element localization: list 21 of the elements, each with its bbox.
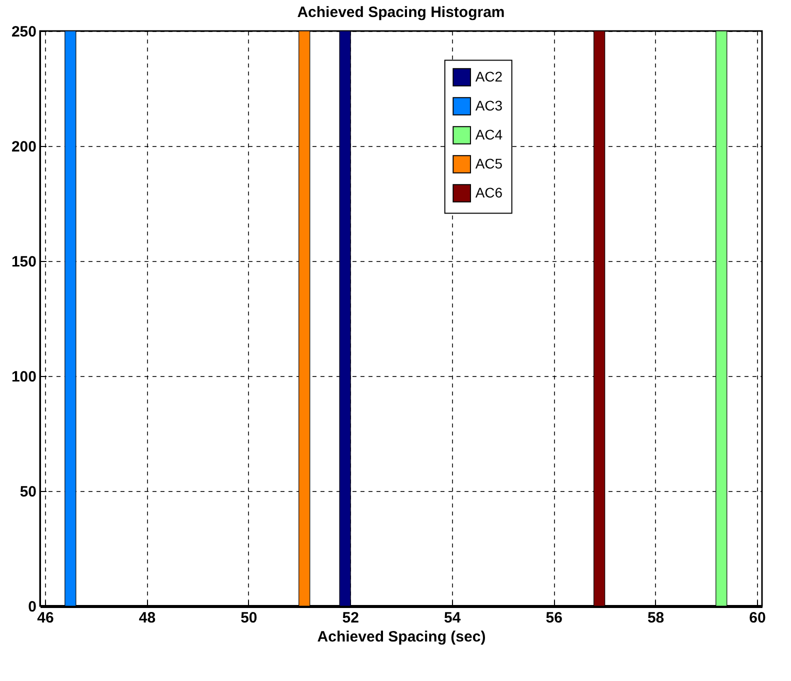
x-tick-label: 46 xyxy=(37,610,54,626)
y-tick-label: 250 xyxy=(11,24,36,40)
x-tick-label: 60 xyxy=(749,610,766,626)
x-tick-label: 52 xyxy=(342,610,359,626)
legend-label: AC5 xyxy=(475,155,503,172)
y-tick-label: 150 xyxy=(11,254,36,270)
x-tick-label: 56 xyxy=(546,610,562,626)
x-tick-label: 58 xyxy=(647,610,664,626)
x-tick-label: 50 xyxy=(240,610,258,626)
chart-title: Achieved Spacing Histogram xyxy=(297,4,505,21)
legend-label: AC3 xyxy=(475,97,503,114)
legend-label: AC4 xyxy=(475,126,503,142)
y-tick-label: 50 xyxy=(20,484,36,500)
y-tick-label: 0 xyxy=(28,598,36,616)
y-tick-label: 100 xyxy=(11,368,36,386)
x-tick-label: 54 xyxy=(444,610,462,626)
legend-label: AC2 xyxy=(475,68,503,84)
x-axis-title: Achieved Spacing (sec) xyxy=(317,628,486,646)
legend-label: AC6 xyxy=(475,184,503,200)
x-tick-label: 48 xyxy=(138,610,156,626)
y-tick-label: 200 xyxy=(11,138,36,156)
